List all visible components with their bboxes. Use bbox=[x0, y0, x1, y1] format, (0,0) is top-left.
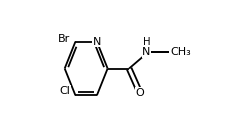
Text: H: H bbox=[142, 37, 150, 47]
Text: Br: Br bbox=[58, 34, 70, 44]
Text: Cl: Cl bbox=[59, 86, 70, 96]
Text: CH₃: CH₃ bbox=[170, 47, 191, 57]
Text: O: O bbox=[135, 88, 144, 98]
Text: N: N bbox=[92, 37, 101, 47]
Text: N: N bbox=[142, 47, 150, 57]
